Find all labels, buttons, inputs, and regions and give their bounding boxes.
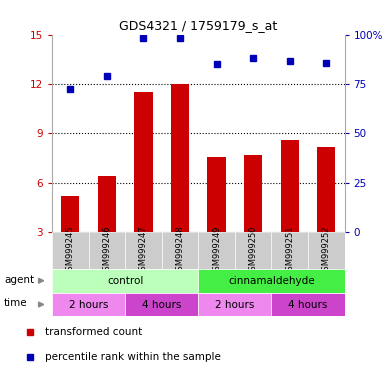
Bar	[125, 293, 198, 316]
Text: transformed count: transformed count	[45, 327, 142, 337]
Text: GSM999248: GSM999248	[176, 225, 184, 276]
Bar	[61, 196, 79, 232]
Bar	[271, 232, 308, 269]
Text: GSM999246: GSM999246	[102, 225, 111, 276]
Text: GSM999252: GSM999252	[322, 225, 331, 276]
Bar	[235, 232, 271, 269]
Bar	[125, 232, 162, 269]
Bar	[134, 92, 152, 232]
Bar	[244, 155, 262, 232]
Title: GDS4321 / 1759179_s_at: GDS4321 / 1759179_s_at	[119, 19, 278, 32]
Text: 2 hours: 2 hours	[215, 300, 254, 310]
Bar	[162, 232, 198, 269]
Text: control: control	[107, 276, 143, 286]
Bar	[98, 176, 116, 232]
Text: time: time	[4, 298, 28, 308]
Bar	[317, 147, 335, 232]
Text: GSM999247: GSM999247	[139, 225, 148, 276]
Text: cinnamaldehyde: cinnamaldehyde	[228, 276, 315, 286]
Bar	[308, 232, 345, 269]
Text: 4 hours: 4 hours	[288, 300, 328, 310]
Text: 4 hours: 4 hours	[142, 300, 181, 310]
Text: agent: agent	[4, 275, 34, 285]
Bar	[198, 232, 235, 269]
Text: GSM999250: GSM999250	[249, 225, 258, 276]
Bar	[52, 293, 125, 316]
Bar	[52, 269, 198, 293]
Text: 2 hours: 2 hours	[69, 300, 108, 310]
Bar	[89, 232, 125, 269]
Text: percentile rank within the sample: percentile rank within the sample	[45, 352, 221, 362]
Bar	[198, 269, 345, 293]
Text: GSM999251: GSM999251	[285, 225, 294, 276]
Bar	[281, 140, 299, 232]
Bar	[208, 157, 226, 232]
Bar	[271, 293, 345, 316]
Text: GSM999245: GSM999245	[66, 225, 75, 276]
Bar	[52, 232, 89, 269]
Text: GSM999249: GSM999249	[212, 225, 221, 276]
Bar	[198, 293, 271, 316]
Bar	[171, 84, 189, 232]
